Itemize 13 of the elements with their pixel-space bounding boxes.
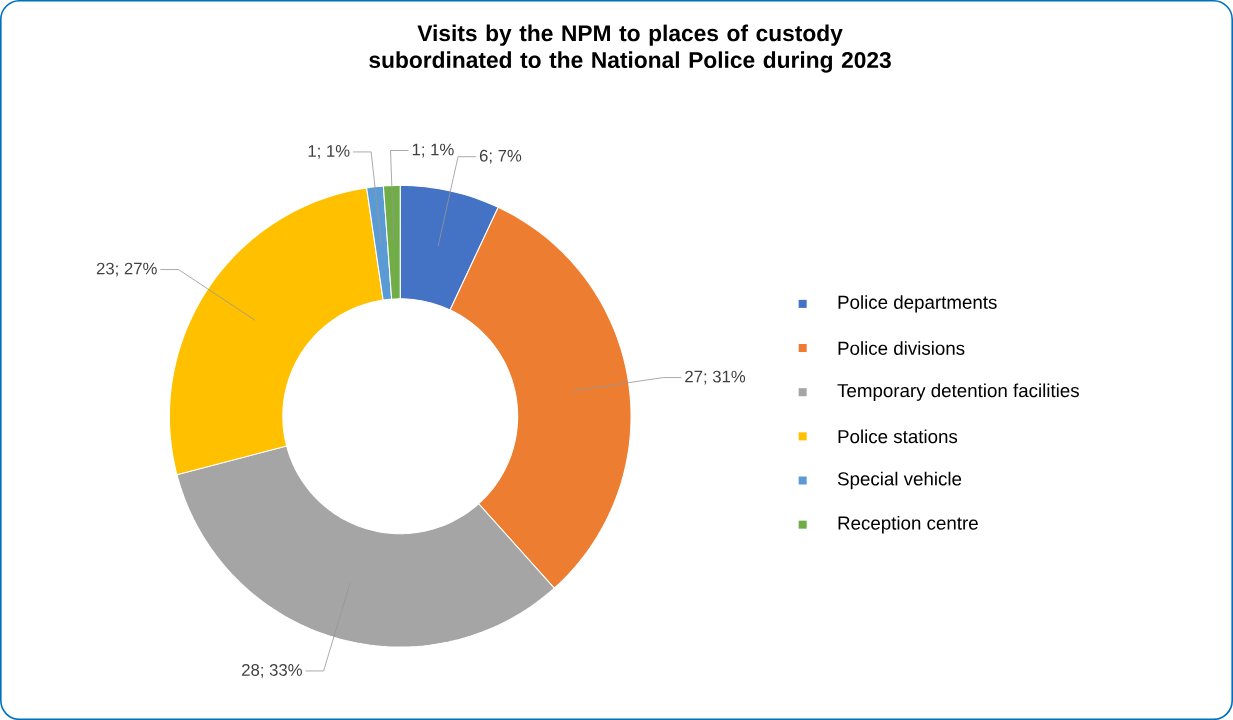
data-label: 27; 31% [685,370,746,385]
legend-label: Police divisions [838,341,965,355]
legend-label: Police departments [838,295,997,313]
data-label: 23; 27% [96,262,157,277]
data-label: 1; 1% [308,144,350,159]
legend-label: Reception centre [838,515,978,534]
data-label: 6; 7% [479,149,522,164]
chart-title: Visits by the NPM to places of custody subordinated to the National Police during 2023 [369,24,891,73]
data-label: 1; 1% [412,143,454,158]
data-label: 28; 33% [242,663,302,678]
legend-label: Police stations [838,429,958,444]
legend-label: Special vehicle [837,471,962,490]
legend-label: Temporary detention facilities [837,383,1079,401]
